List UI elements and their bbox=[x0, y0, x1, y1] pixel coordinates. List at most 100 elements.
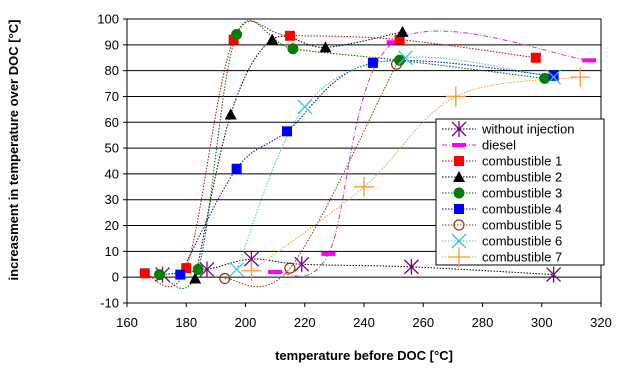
data-point bbox=[548, 70, 559, 81]
legend-marker bbox=[451, 121, 467, 137]
legend-marker bbox=[453, 171, 465, 182]
data-point bbox=[199, 261, 215, 278]
y-axis-ticks: -10 0 10 20 30 40 50 60 70 80 90 100 bbox=[97, 12, 127, 311]
legend-marker bbox=[453, 219, 465, 231]
series-line-5 bbox=[159, 19, 545, 289]
data-point bbox=[297, 99, 313, 115]
y-tick-label: 10 bbox=[105, 244, 119, 259]
data-point bbox=[319, 41, 332, 53]
legend-entry: diesel bbox=[442, 138, 516, 153]
legend-entry: combustible 2 bbox=[442, 170, 562, 185]
legend-label: diesel bbox=[482, 138, 516, 153]
legend-entry: combustible 4 bbox=[442, 202, 562, 217]
series-line-7 bbox=[224, 63, 398, 288]
data-point bbox=[175, 269, 186, 280]
legend-label: combustible 4 bbox=[482, 202, 562, 217]
series-line-9 bbox=[251, 76, 581, 272]
data-point bbox=[228, 34, 239, 45]
data-point bbox=[398, 50, 413, 66]
data-point bbox=[224, 108, 237, 120]
legend-marker bbox=[454, 156, 464, 166]
data-point bbox=[219, 272, 231, 285]
y-tick-label: 50 bbox=[105, 141, 119, 156]
legend-marker bbox=[449, 247, 469, 267]
x-tick-label: 320 bbox=[590, 315, 612, 330]
data-point bbox=[241, 260, 262, 281]
legend-label: combustible 5 bbox=[482, 218, 562, 233]
series-line-4 bbox=[194, 31, 403, 279]
legend-entry: without injection bbox=[442, 121, 575, 137]
data-point bbox=[321, 251, 336, 256]
data-point bbox=[181, 263, 192, 274]
y-tick-label: 40 bbox=[105, 166, 119, 181]
data-point bbox=[354, 176, 374, 197]
y-tick-label: 90 bbox=[105, 37, 119, 52]
legend-entry: combustible 1 bbox=[442, 154, 562, 169]
legend-label: combustible 2 bbox=[482, 170, 562, 185]
data-point bbox=[546, 69, 562, 85]
data-point bbox=[287, 43, 299, 55]
data-point bbox=[139, 268, 150, 279]
legend-entry: combustible 5 bbox=[442, 218, 562, 233]
y-tick-label: 80 bbox=[105, 63, 119, 78]
legend-marker bbox=[451, 233, 467, 249]
x-tick-label: 180 bbox=[175, 315, 197, 330]
data-point bbox=[546, 266, 562, 283]
legend-label: combustible 3 bbox=[482, 186, 562, 201]
x-tick-label: 200 bbox=[235, 315, 257, 330]
data-point bbox=[268, 270, 283, 275]
data-point bbox=[403, 258, 419, 275]
data-point bbox=[582, 58, 597, 63]
data-point bbox=[231, 163, 242, 174]
series-line-1 bbox=[162, 258, 554, 276]
series-line-8 bbox=[236, 56, 554, 270]
y-tick-label: 20 bbox=[105, 218, 119, 233]
data-point bbox=[266, 33, 279, 45]
data-point bbox=[386, 40, 401, 45]
legend-marker bbox=[452, 143, 466, 147]
data-point bbox=[192, 263, 204, 275]
data-point bbox=[229, 261, 245, 277]
data-point bbox=[281, 126, 292, 137]
legend-label: combustible 1 bbox=[482, 154, 562, 169]
data-point bbox=[539, 72, 551, 84]
y-tick-label: 100 bbox=[97, 12, 119, 27]
legend-marker bbox=[453, 187, 465, 199]
series-markers bbox=[139, 25, 597, 285]
data-point bbox=[284, 30, 295, 41]
y-tick-label: 0 bbox=[112, 270, 119, 285]
data-point bbox=[396, 25, 409, 37]
data-point bbox=[189, 272, 202, 284]
x-axis-title: temperature before DOC [°C] bbox=[275, 348, 453, 363]
data-point bbox=[530, 52, 541, 63]
data-point bbox=[154, 269, 166, 281]
x-tick-label: 220 bbox=[294, 315, 316, 330]
legend-label: combustible 7 bbox=[482, 250, 562, 265]
y-tick-label: 60 bbox=[105, 115, 119, 130]
series-line-2 bbox=[274, 30, 590, 277]
data-point bbox=[294, 256, 310, 273]
data-point bbox=[390, 58, 403, 70]
y-axis-title: increasment in temperature over DOC [°C] bbox=[6, 20, 21, 281]
x-axis-ticks: 160 180 200 220 240 260 280 300 320 bbox=[116, 303, 612, 330]
data-point bbox=[570, 67, 591, 88]
legend-entry: combustible 7 bbox=[442, 247, 562, 267]
data-point bbox=[284, 262, 296, 274]
y-tick-label: 70 bbox=[105, 89, 119, 104]
x-tick-label: 300 bbox=[531, 315, 553, 330]
data-point bbox=[445, 86, 466, 107]
x-tick-label: 160 bbox=[116, 315, 138, 330]
data-point bbox=[394, 34, 405, 45]
series-line-6 bbox=[179, 60, 554, 275]
x-tick-label: 280 bbox=[472, 315, 494, 330]
x-tick-label: 240 bbox=[353, 315, 375, 330]
legend-entry: combustible 3 bbox=[442, 186, 562, 201]
x-tick-label: 260 bbox=[412, 315, 434, 330]
y-tick-label: -10 bbox=[100, 296, 119, 311]
legend-marker bbox=[454, 204, 464, 214]
data-point bbox=[367, 57, 378, 68]
legend-entry: combustible 6 bbox=[442, 234, 562, 249]
